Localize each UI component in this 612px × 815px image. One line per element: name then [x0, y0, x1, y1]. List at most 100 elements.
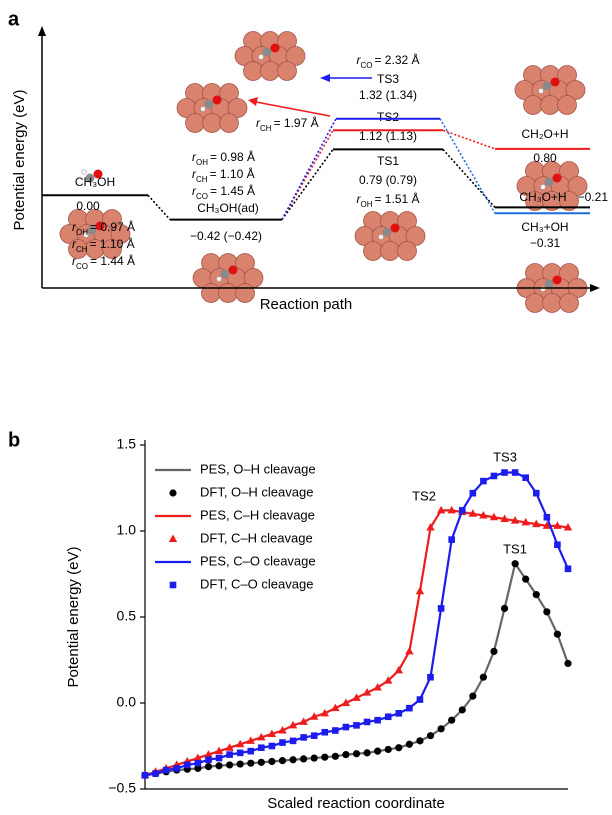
data-point: [395, 744, 403, 752]
data-point: [564, 565, 572, 573]
structure-note: rCH = 1.10 Å: [192, 166, 255, 183]
data-point: [152, 770, 159, 777]
carbon-atom: [87, 225, 97, 235]
data-point: [236, 749, 244, 757]
connector: [442, 129, 496, 150]
data-point: [215, 762, 223, 770]
surface-atom: [260, 61, 280, 81]
hydrogen-atom: [83, 232, 89, 238]
oxygen-atom: [390, 223, 400, 233]
oxygen-atom: [95, 221, 105, 231]
energy-label: −0.42 (−0.42): [190, 229, 262, 243]
oxygen-atom: [93, 169, 103, 179]
data-point: [184, 761, 191, 769]
data-point: [416, 737, 424, 745]
data-point: [205, 756, 212, 764]
data-point: [204, 750, 213, 758]
surface-atom: [219, 113, 239, 133]
energy-label: −0.21: [578, 190, 609, 204]
data-point: [405, 740, 413, 748]
data-point: [426, 523, 435, 531]
data-point: [447, 505, 456, 514]
data-point: [511, 560, 519, 568]
data-point: [362, 688, 372, 696]
data-point: [204, 763, 213, 771]
note-subscript: OH: [76, 228, 88, 237]
surface-atom: [185, 113, 205, 133]
data-point: [331, 752, 339, 760]
data-point: [490, 472, 498, 480]
data-point: [458, 507, 466, 514]
legend-label: DFT, C–H cleavage: [200, 530, 313, 545]
legend-swatch: [169, 489, 177, 497]
data-point: [501, 469, 508, 476]
note-text: = 1.10 Å: [90, 236, 135, 251]
surface-atom: [542, 293, 562, 313]
note-symbol: r: [72, 220, 77, 234]
note-text: = 2.32 Å: [374, 52, 419, 67]
data-point: [310, 712, 319, 720]
data-point: [427, 673, 434, 681]
data-point: [384, 745, 392, 754]
data-point: [226, 761, 234, 769]
structure-note: rCH = 1.10 Å: [72, 236, 135, 253]
data-point: [288, 720, 298, 729]
data-point: [553, 521, 562, 529]
note-symbol: r: [256, 116, 261, 130]
legend-label: DFT, C–O cleavage: [200, 576, 313, 591]
data-point: [321, 728, 329, 736]
data-point: [415, 586, 425, 595]
data-point: [394, 665, 403, 674]
data-point: [522, 575, 530, 583]
energy-label: −0.31: [530, 236, 561, 250]
note-subscript: CO: [360, 61, 372, 70]
connector: [281, 129, 334, 220]
data-point: [321, 753, 329, 761]
carbon-atom: [544, 279, 554, 289]
data-point: [436, 505, 446, 514]
data-point: [564, 659, 572, 668]
data-point: [310, 732, 318, 739]
data-point: [300, 734, 307, 741]
surface-atom: [559, 191, 579, 211]
state-label: CH₂O+H: [522, 127, 569, 141]
data-point: [267, 729, 277, 737]
data-point: [278, 726, 287, 734]
data-point: [320, 708, 329, 717]
data-point: [384, 676, 393, 684]
data-point: [353, 722, 360, 729]
annotation: TS1: [503, 541, 527, 556]
series-line: [144, 561, 570, 777]
data-point: [352, 693, 361, 701]
data-point: [479, 511, 488, 519]
data-point: [258, 744, 265, 752]
surface-atom: [559, 293, 579, 313]
data-point: [490, 647, 498, 656]
surface-atom: [557, 95, 577, 115]
legend-label: PES, C–O cleavage: [200, 553, 316, 568]
surface-atom: [235, 283, 255, 303]
data-point: [278, 757, 287, 765]
state-label: TS2: [377, 110, 399, 124]
data-point: [300, 755, 308, 763]
legend-label: DFT, O–H cleavage: [200, 484, 313, 499]
structure-note: rCO = 1.44 Å: [72, 253, 135, 270]
panel-label: b: [8, 429, 20, 451]
data-point: [342, 751, 350, 759]
state-label: CH₃OH: [75, 175, 115, 189]
data-point: [511, 469, 519, 476]
carbon-atom: [262, 47, 272, 57]
state-label: CH₃+OH: [521, 220, 568, 234]
note-text: = 1.45 Å: [210, 183, 255, 198]
carbon-atom: [544, 177, 554, 187]
note-text: = 1.51 Å: [374, 191, 419, 206]
note-symbol: r: [72, 237, 77, 251]
data-point: [406, 704, 413, 712]
connector: [147, 194, 171, 221]
data-point: [289, 737, 297, 745]
y-tick-label: 0.0: [117, 694, 137, 710]
data-point: [363, 718, 371, 726]
hydrogen-atom: [200, 106, 206, 112]
data-point: [363, 749, 371, 757]
data-point: [563, 523, 573, 531]
